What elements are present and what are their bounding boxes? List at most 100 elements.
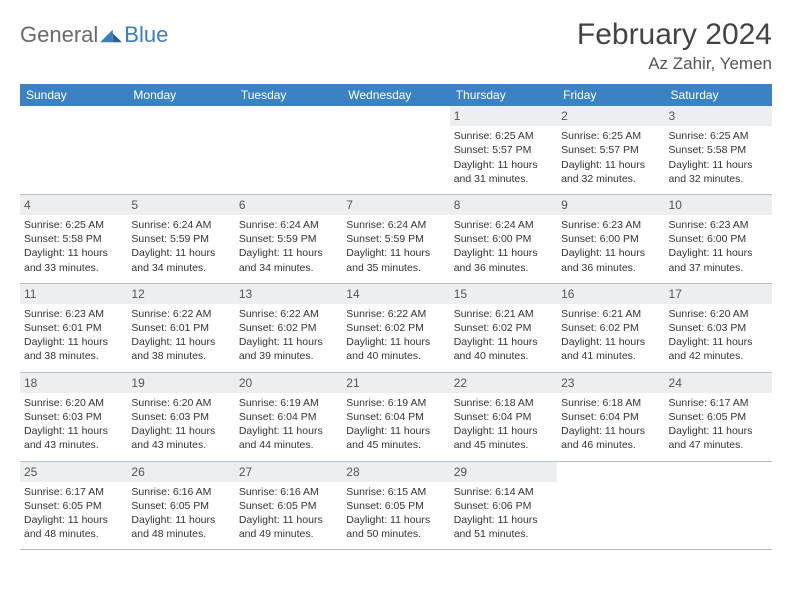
day-cell: 23 Sunrise: 6:18 AMSunset: 6:04 PMDayligh… <box>557 372 664 461</box>
day-details: Sunrise: 6:20 AMSunset: 6:03 PMDaylight:… <box>24 396 123 453</box>
day-details: Sunrise: 6:24 AMSunset: 5:59 PMDaylight:… <box>239 218 338 275</box>
location: Az Zahir, Yemen <box>577 54 772 74</box>
day-details: Sunrise: 6:17 AMSunset: 6:05 PMDaylight:… <box>669 396 768 453</box>
day-cell: 15Sunrise: 6:21 AMSunset: 6:02 PMDayligh… <box>450 283 557 372</box>
col-mon: Monday <box>127 84 234 106</box>
day-number: 16 <box>557 284 664 304</box>
day-details: Sunrise: 6:23 AMSunset: 6:00 PMDaylight:… <box>561 218 660 275</box>
day-cell: 25Sunrise: 6:17 AMSunset: 6:05 PMDayligh… <box>20 461 127 550</box>
day-number: 20 <box>235 373 342 393</box>
day-number: 23 <box>557 373 664 393</box>
day-number: 3 <box>665 106 772 126</box>
col-wed: Wednesday <box>342 84 449 106</box>
day-details: Sunrise: 6:21 AMSunset: 6:02 PMDaylight:… <box>561 307 660 364</box>
day-details: Sunrise: 6:24 AMSunset: 5:59 PMDaylight:… <box>346 218 445 275</box>
day-cell <box>665 461 772 550</box>
day-number: 13 <box>235 284 342 304</box>
week-row: 1Sunrise: 6:25 AMSunset: 5:57 PMDaylight… <box>20 106 772 194</box>
month-title: February 2024 <box>577 18 772 52</box>
day-details: Sunrise: 6:14 AMSunset: 6:06 PMDaylight:… <box>454 485 553 542</box>
day-details: Sunrise: 6:20 AMSunset: 6:03 PMDaylight:… <box>131 396 230 453</box>
day-cell: 17Sunrise: 6:20 AMSunset: 6:03 PMDayligh… <box>665 283 772 372</box>
day-number: 18 <box>20 373 127 393</box>
day-number: 14 <box>342 284 449 304</box>
day-number: 4 <box>20 195 127 215</box>
day-details: Sunrise: 6:24 AMSunset: 5:59 PMDaylight:… <box>131 218 230 275</box>
day-number: 9 <box>557 195 664 215</box>
day-number: 24 <box>665 373 772 393</box>
day-number: 27 <box>235 462 342 482</box>
day-cell: 24 Sunrise: 6:17 AMSunset: 6:05 PMDayligh… <box>665 372 772 461</box>
day-cell: 22Sunrise: 6:18 AMSunset: 6:04 PMDayligh… <box>450 372 557 461</box>
day-number: 26 <box>127 462 234 482</box>
day-number: 6 <box>235 195 342 215</box>
day-number: 28 <box>342 462 449 482</box>
header: General Blue February 2024 Az Zahir, Yem… <box>20 18 772 74</box>
day-cell <box>557 461 664 550</box>
day-cell: 10Sunrise: 6:23 AMSunset: 6:00 PMDayligh… <box>665 194 772 283</box>
day-cell: 5 Sunrise: 6:24 AMSunset: 5:59 PMDaylight… <box>127 194 234 283</box>
logo-blue: Blue <box>124 22 168 48</box>
day-number: 17 <box>665 284 772 304</box>
day-cell: 20 Sunrise: 6:19 AMSunset: 6:04 PMDayligh… <box>235 372 342 461</box>
day-header-row: Sunday Monday Tuesday Wednesday Thursday… <box>20 84 772 106</box>
day-number: 7 <box>342 195 449 215</box>
day-details: Sunrise: 6:25 AMSunset: 5:58 PMDaylight:… <box>669 129 768 186</box>
day-cell: 9 Sunrise: 6:23 AMSunset: 6:00 PMDaylight… <box>557 194 664 283</box>
day-details: Sunrise: 6:22 AMSunset: 6:01 PMDaylight:… <box>131 307 230 364</box>
day-number: 1 <box>450 106 557 126</box>
day-number: 19 <box>127 373 234 393</box>
day-cell: 27Sunrise: 6:16 AMSunset: 6:05 PMDayligh… <box>235 461 342 550</box>
day-details: Sunrise: 6:23 AMSunset: 6:00 PMDaylight:… <box>669 218 768 275</box>
day-cell: 2Sunrise: 6:25 AMSunset: 5:57 PMDaylight… <box>557 106 664 194</box>
day-details: Sunrise: 6:21 AMSunset: 6:02 PMDaylight:… <box>454 307 553 364</box>
day-cell: 13 Sunrise: 6:22 AMSunset: 6:02 PMDayligh… <box>235 283 342 372</box>
day-cell: 4 Sunrise: 6:25 AMSunset: 5:58 PMDaylight… <box>20 194 127 283</box>
day-details: Sunrise: 6:25 AMSunset: 5:58 PMDaylight:… <box>24 218 123 275</box>
day-cell: 8 Sunrise: 6:24 AMSunset: 6:00 PMDaylight… <box>450 194 557 283</box>
logo: General Blue <box>20 22 168 48</box>
day-number: 12 <box>127 284 234 304</box>
week-row: 4 Sunrise: 6:25 AMSunset: 5:58 PMDaylight… <box>20 194 772 283</box>
col-sat: Saturday <box>665 84 772 106</box>
col-tue: Tuesday <box>235 84 342 106</box>
day-cell: 14Sunrise: 6:22 AMSunset: 6:02 PMDayligh… <box>342 283 449 372</box>
day-details: Sunrise: 6:25 AMSunset: 5:57 PMDaylight:… <box>454 129 553 186</box>
day-number: 21 <box>342 373 449 393</box>
week-row: 18Sunrise: 6:20 AMSunset: 6:03 PMDayligh… <box>20 372 772 461</box>
day-number: 11 <box>20 284 127 304</box>
day-cell: 18 Sunrise: 6:20 AMSunset: 6:03 PMDayligh… <box>20 372 127 461</box>
day-details: Sunrise: 6:24 AMSunset: 6:00 PMDaylight:… <box>454 218 553 275</box>
day-cell <box>235 106 342 194</box>
day-cell: 1 Sunrise: 6:25 AMSunset: 5:57 PMDaylight… <box>450 106 557 194</box>
day-cell: 28 Sunrise: 6:15 AMSunset: 6:05 PMDayligh… <box>342 461 449 550</box>
calendar-table: Sunday Monday Tuesday Wednesday Thursday… <box>20 84 772 550</box>
day-details: Sunrise: 6:17 AMSunset: 6:05 PMDaylight:… <box>24 485 123 542</box>
day-details: Sunrise: 6:22 AMSunset: 6:02 PMDaylight:… <box>239 307 338 364</box>
day-cell: 16 Sunrise: 6:21 AMSunset: 6:02 PMDayligh… <box>557 283 664 372</box>
day-details: Sunrise: 6:16 AMSunset: 6:05 PMDaylight:… <box>131 485 230 542</box>
day-details: Sunrise: 6:15 AMSunset: 6:05 PMDaylight:… <box>346 485 445 542</box>
day-cell <box>342 106 449 194</box>
col-thu: Thursday <box>450 84 557 106</box>
logo-mark-icon <box>100 26 122 44</box>
day-cell: 26 Sunrise: 6:16 AMSunset: 6:05 PMDayligh… <box>127 461 234 550</box>
title-block: February 2024 Az Zahir, Yemen <box>577 18 772 74</box>
day-cell: 3 Sunrise: 6:25 AMSunset: 5:58 PMDaylight… <box>665 106 772 194</box>
day-cell: 29 Sunrise: 6:14 AMSunset: 6:06 PMDayligh… <box>450 461 557 550</box>
logo-general: General <box>20 22 98 48</box>
day-cell <box>20 106 127 194</box>
col-sun: Sunday <box>20 84 127 106</box>
day-number: 8 <box>450 195 557 215</box>
day-number: 29 <box>450 462 557 482</box>
day-details: Sunrise: 6:25 AMSunset: 5:57 PMDaylight:… <box>561 129 660 186</box>
col-fri: Friday <box>557 84 664 106</box>
day-details: Sunrise: 6:18 AMSunset: 6:04 PMDaylight:… <box>561 396 660 453</box>
week-row: 25Sunrise: 6:17 AMSunset: 6:05 PMDayligh… <box>20 461 772 550</box>
day-details: Sunrise: 6:19 AMSunset: 6:04 PMDaylight:… <box>239 396 338 453</box>
day-cell: 21 Sunrise: 6:19 AMSunset: 6:04 PMDayligh… <box>342 372 449 461</box>
day-details: Sunrise: 6:19 AMSunset: 6:04 PMDaylight:… <box>346 396 445 453</box>
day-cell <box>127 106 234 194</box>
day-number: 5 <box>127 195 234 215</box>
day-cell: 7 Sunrise: 6:24 AMSunset: 5:59 PMDaylight… <box>342 194 449 283</box>
